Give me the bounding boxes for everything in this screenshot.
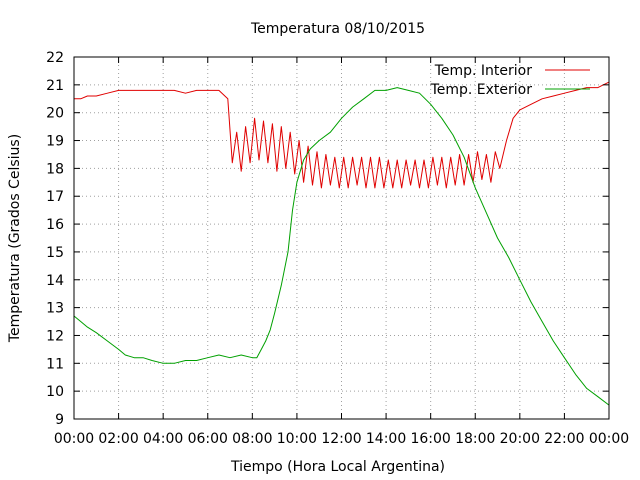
x-tick-label: 18:00	[455, 431, 495, 447]
y-tick-label: 14	[46, 273, 64, 289]
y-tick-label: 16	[46, 217, 64, 233]
y-tick-label: 21	[46, 78, 64, 94]
x-tick-label: 10:00	[277, 431, 317, 447]
ticks-layer: 00:00 02:00 04:00 06:00 08:00 10:00 12:00 14:00…	[46, 50, 629, 447]
x-tick-label: 00:00	[589, 431, 629, 447]
x-axis-label: Tiempo (Hora Local Argentina)	[230, 459, 445, 475]
y-tick-label: 11	[46, 356, 64, 372]
x-tick-label: 20:00	[500, 431, 540, 447]
x-tick-label: 16:00	[410, 431, 450, 447]
chart-title: Temperatura 08/10/2015	[250, 21, 425, 37]
y-tick-label: 10	[46, 384, 64, 400]
x-tick-label: 22:00	[544, 431, 584, 447]
legend-label: Temp. Exterior	[430, 82, 533, 98]
y-tick-label: 22	[46, 50, 64, 66]
y-tick-label: 18	[46, 161, 64, 177]
x-tick-label: 06:00	[188, 431, 228, 447]
y-tick-label: 12	[46, 328, 64, 344]
y-tick-label: 9	[55, 412, 64, 428]
y-tick-label: 20	[46, 106, 64, 122]
x-tick-label: 08:00	[232, 431, 272, 447]
grid-layer	[74, 57, 609, 419]
y-tick-label: 19	[46, 134, 64, 150]
y-tick-label: 15	[46, 245, 64, 261]
x-tick-label: 14:00	[366, 431, 406, 447]
legend-label: Temp. Interior	[434, 63, 533, 79]
series-line-interior	[74, 81, 610, 189]
legend: Temp. Interior Temp. Exterior	[430, 63, 590, 98]
x-tick-label: 04:00	[143, 431, 183, 447]
y-tick-label: 17	[46, 189, 64, 205]
x-tick-label: 12:00	[321, 431, 361, 447]
y-axis-label: Temperatura (Grados Celsius)	[7, 134, 23, 343]
y-tick-label: 13	[46, 301, 64, 317]
x-tick-label: 02:00	[98, 431, 138, 447]
x-tick-label: 00:00	[54, 431, 94, 447]
series-layer	[73, 81, 610, 406]
series-line-exterior	[73, 87, 610, 406]
